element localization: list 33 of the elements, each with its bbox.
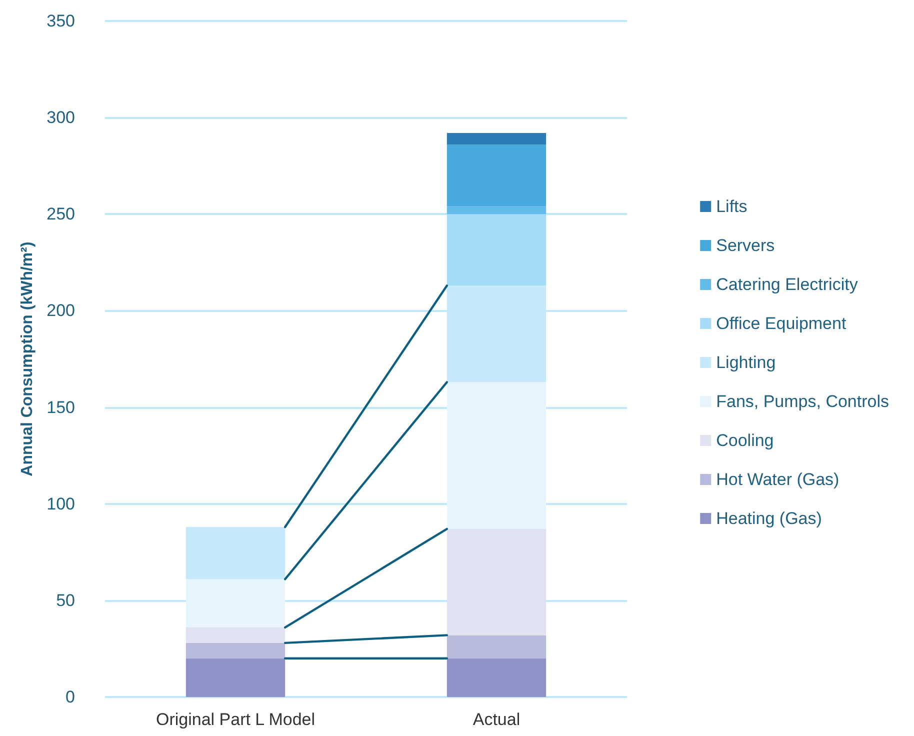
bar (186, 658, 286, 697)
y-tick-label: 0 (66, 688, 75, 706)
bar (446, 382, 546, 529)
legend-label: Cooling (716, 431, 774, 450)
bar (446, 206, 546, 214)
bar (186, 642, 286, 658)
x-tick-label: Actual (472, 710, 520, 729)
bar (446, 214, 546, 286)
bar (446, 658, 546, 697)
legend-label: Servers (716, 236, 775, 255)
x-tick-label: Original Part L Model (156, 710, 316, 729)
legend-label: Lifts (716, 197, 748, 216)
bar (186, 579, 286, 628)
bar (186, 527, 286, 580)
bar (186, 627, 286, 643)
y-tick-label: 100 (46, 494, 75, 514)
legend-label: Catering Electricity (716, 275, 858, 294)
bar (446, 144, 546, 206)
y-axis-title: Annual Consumption (kWh/m²) (19, 242, 36, 476)
legend-label: Heating (Gas) (716, 509, 822, 528)
y-tick-label: 350 (46, 12, 75, 30)
legend-label: Fans, Pumps, Controls (716, 392, 890, 411)
y-tick-label: 250 (46, 204, 75, 224)
bar (446, 133, 546, 145)
y-tick-label: 150 (46, 398, 75, 417)
bar (446, 528, 546, 636)
y-tick-label: 50 (56, 590, 75, 610)
y-tick-label: 300 (46, 108, 75, 128)
legend-label: Office Equipment (716, 314, 846, 333)
legend-label: Lighting (716, 353, 776, 372)
bar (446, 635, 546, 658)
y-tick-label: 200 (46, 301, 75, 320)
legend-label: Hot Water (Gas) (716, 470, 840, 489)
